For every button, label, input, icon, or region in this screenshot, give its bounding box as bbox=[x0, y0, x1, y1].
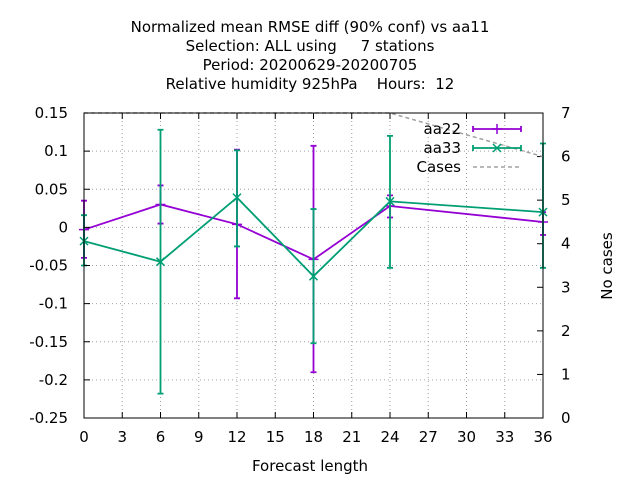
y2-tick-label: 6 bbox=[561, 148, 571, 166]
x-tick-label: 36 bbox=[533, 428, 552, 446]
legend-errorcap-aa22 bbox=[472, 126, 522, 132]
title-line-4: Relative humidity 925hPa Hours: 12 bbox=[166, 75, 455, 93]
x-tick-label: 33 bbox=[495, 428, 514, 446]
y2-tick-label: 1 bbox=[561, 365, 571, 383]
title-line-1: Normalized mean RMSE diff (90% conf) vs … bbox=[131, 18, 490, 36]
title-line-2: Selection: ALL using 7 stations bbox=[186, 37, 435, 55]
series-line-aa22 bbox=[83, 203, 544, 261]
data-point-aa33 bbox=[155, 257, 166, 267]
x-tick-label: 9 bbox=[194, 428, 204, 446]
y-tick-label: -0.2 bbox=[39, 371, 68, 389]
y2-tick-label: 0 bbox=[561, 409, 571, 427]
legend-label-aa22: aa22 bbox=[424, 120, 461, 138]
y2-axis: 7 6 5 4 3 2 1 0 bbox=[537, 104, 571, 427]
y-tick-label: -0.15 bbox=[29, 333, 68, 351]
x-tick-label: 0 bbox=[79, 428, 89, 446]
x-tick-label: 21 bbox=[342, 428, 361, 446]
x-tick-label: 3 bbox=[117, 428, 127, 446]
data-point-aa33 bbox=[232, 193, 242, 203]
x-tick-label: 30 bbox=[457, 428, 476, 446]
x-axis: 0 3 6 9 12 15 18 21 24 27 30 33 36 bbox=[79, 113, 553, 446]
y2-tick-label: 3 bbox=[561, 278, 571, 296]
y-tick-label: 0.1 bbox=[44, 142, 68, 160]
series-layer bbox=[79, 112, 548, 395]
data-point-aa33 bbox=[385, 196, 395, 206]
x-tick-label: 12 bbox=[227, 428, 246, 446]
data-point-aa33 bbox=[308, 271, 319, 281]
y2-tick-label: 7 bbox=[561, 104, 571, 122]
title-line-3: Period: 20200629-20200705 bbox=[203, 56, 418, 74]
y2-tick-label: 5 bbox=[561, 191, 571, 209]
legend-label-cases: Cases bbox=[416, 158, 461, 176]
y-tick-label: 0.15 bbox=[35, 104, 68, 122]
y-tick-label: 0.05 bbox=[35, 180, 68, 198]
y-tick-label: -0.05 bbox=[29, 257, 68, 275]
x-tick-label: 15 bbox=[266, 428, 285, 446]
x-tick-label: 24 bbox=[380, 428, 399, 446]
x-tick-label: 27 bbox=[419, 428, 438, 446]
y-tick-label: 0 bbox=[58, 218, 68, 236]
legend-label-aa33: aa33 bbox=[424, 139, 461, 157]
legend-marker-aa33 bbox=[492, 143, 502, 153]
y-axis: 0.15 0.1 0.05 0 -0.05 -0.1 -0.15 -0.2 -0.25 bbox=[29, 104, 90, 427]
y-tick-label: -0.1 bbox=[39, 295, 68, 313]
chart-title: Normalized mean RMSE diff (90% conf) vs … bbox=[131, 18, 490, 93]
y2-tick-label: 4 bbox=[561, 235, 571, 253]
series-line-aa33 bbox=[83, 196, 544, 278]
x-tick-label: 18 bbox=[304, 428, 323, 446]
legend-marker-aa22 bbox=[492, 124, 502, 134]
x-tick-label: 6 bbox=[156, 428, 166, 446]
y-tick-label: -0.25 bbox=[29, 409, 68, 427]
x-axis-label: Forecast length bbox=[252, 457, 368, 475]
legend-errorcap-aa33 bbox=[472, 145, 522, 151]
y2-tick-label: 2 bbox=[561, 322, 571, 340]
y2-axis-label: No cases bbox=[598, 232, 616, 300]
